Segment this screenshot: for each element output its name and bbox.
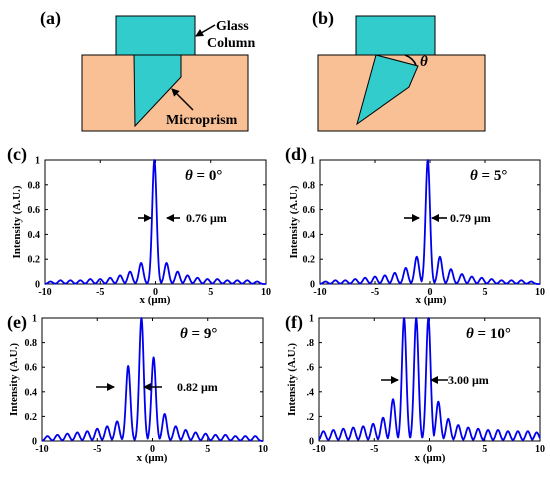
width-label: 0.76 μm [186,211,227,225]
y-axis-label: Intensity (A.U.) [8,343,20,416]
y-tick-label: 0 [310,280,315,291]
panel-label: (f) [285,312,303,333]
x-tick-label: -10 [312,444,325,455]
y-tick-label: 1 [35,156,40,167]
chart-c: -10 -5 0 5 10 0 0.2 0.4 0.6 0.8 1 (c) θ = 0° x (μm) In… [7,144,271,306]
y-tick-label: 1 [32,314,37,325]
x-tick-label: -5 [371,287,379,298]
chart-f: -10 -5 0 5 10 0 .2 .4 .6 .8 1 (f) θ = 10° x (μm) Inten… [285,312,545,464]
glass-column [115,15,196,56]
x-tick-label: -10 [38,287,51,298]
schematic-b: (b) θ [312,8,486,132]
chart-e: -10 -5 0 5 10 0 0.2 0.4 0.6 0.8 1 (e) θ = 9° x (μm) In… [7,312,268,464]
angle-value: = 9° [192,326,218,342]
x-axis-label: x (μm) [416,294,447,306]
chart-d: -10 -5 0 5 10 0 0.2 0.4 0.6 0.8 1(d) θ = 5° x (μm) In… [285,144,545,306]
glass-column [355,15,436,56]
intensity-curve [44,159,267,285]
y-tick-label: 0.4 [303,230,316,241]
y-tick-label: .2 [307,412,315,423]
x-tick-label: 0 [428,287,433,298]
width-label: 0.79 μm [450,211,491,225]
y-tick-label: 0.4 [28,230,41,241]
x-tick-label: 5 [482,444,487,455]
y-tick-label: .8 [307,338,315,349]
angle-value: = 10° [478,326,511,342]
theta-angle-arc [404,54,417,66]
y-axis-label: Intensity (A.U.) [11,185,23,258]
glass-column-arrow [195,24,216,37]
panel-label: (d) [285,144,307,165]
angle-label: θ = 9° [180,326,217,342]
x-tick-label: 10 [258,444,268,455]
x-tick-label: 10 [535,444,545,455]
y-tick-label: 0.6 [28,205,41,216]
angle-label: θ = 5° [470,168,507,184]
annotation-column: Column [207,36,255,51]
angle-value: = 0° [197,168,223,184]
panel-label-a: (a) [40,8,61,29]
x-tick-label: 10 [535,287,545,298]
y-axis-label: Intensity (A.U.) [288,185,300,258]
theta-symbol: θ [420,54,428,70]
microprism-arrow [171,88,194,111]
panel-label: (c) [7,144,27,165]
y-tick-label: 0 [32,437,37,448]
schematic-a: (a) Glass Column Microprism [40,8,255,132]
theta-symbol: θ [470,168,482,184]
y-tick-label: 0.8 [25,338,38,349]
x-tick-label: 5 [208,287,213,298]
panel-label: (e) [7,312,27,333]
width-label: 3.00 μm [448,373,489,387]
x-tick-label: 0 [153,287,158,298]
width-label: 0.82 μm [177,380,218,394]
y-tick-label: 0.2 [303,255,316,266]
angle-label: θ = 10° [466,326,511,342]
y-tick-label: 0 [35,280,40,291]
x-tick-label: -5 [96,287,104,298]
x-axis-label: x (μm) [415,452,446,464]
theta-symbol: θ [180,326,192,342]
annotation-glass: Glass [216,19,249,34]
theta-symbol: θ [466,326,478,342]
x-tick-label: -5 [370,444,378,455]
microprism [133,54,182,128]
y-tick-label: .4 [307,387,315,398]
angle-value: = 5° [482,168,508,184]
angle-label: θ = 0° [185,168,222,184]
x-tick-label: 0 [427,444,432,455]
x-tick-label: -5 [93,444,101,455]
y-tick-label: 0.6 [25,363,38,374]
x-tick-label: -10 [35,444,48,455]
x-axis-label: x (μm) [140,294,171,306]
y-tick-label: 0.8 [303,180,316,191]
y-tick-label: 1 [310,156,315,167]
intensity-curve [41,317,264,442]
y-tick-label: 0.4 [25,387,38,398]
theta-symbol: θ [185,168,197,184]
y-tick-label: 0.8 [28,180,41,191]
x-tick-label: 10 [261,287,271,298]
x-tick-label: 5 [205,444,210,455]
y-tick-label: .6 [307,363,315,374]
y-tick-label: 0.6 [303,205,316,216]
y-axis-label: Intensity (A.U.) [286,343,298,416]
x-tick-label: 5 [483,287,488,298]
y-tick-label: 1 [309,314,314,325]
panel-label-b: (b) [312,8,334,29]
y-tick-label: 0 [309,437,314,448]
y-tick-label: 0.2 [25,412,38,423]
intensity-curve [319,159,541,285]
intensity-curve [318,317,541,441]
y-tick-label: 0.2 [28,255,41,266]
annotation-microprism: Microprism [166,113,238,128]
x-tick-label: -10 [313,287,326,298]
x-axis-label: x (μm) [137,452,168,464]
tilted-microprism [356,54,419,126]
x-tick-label: 0 [150,444,155,455]
